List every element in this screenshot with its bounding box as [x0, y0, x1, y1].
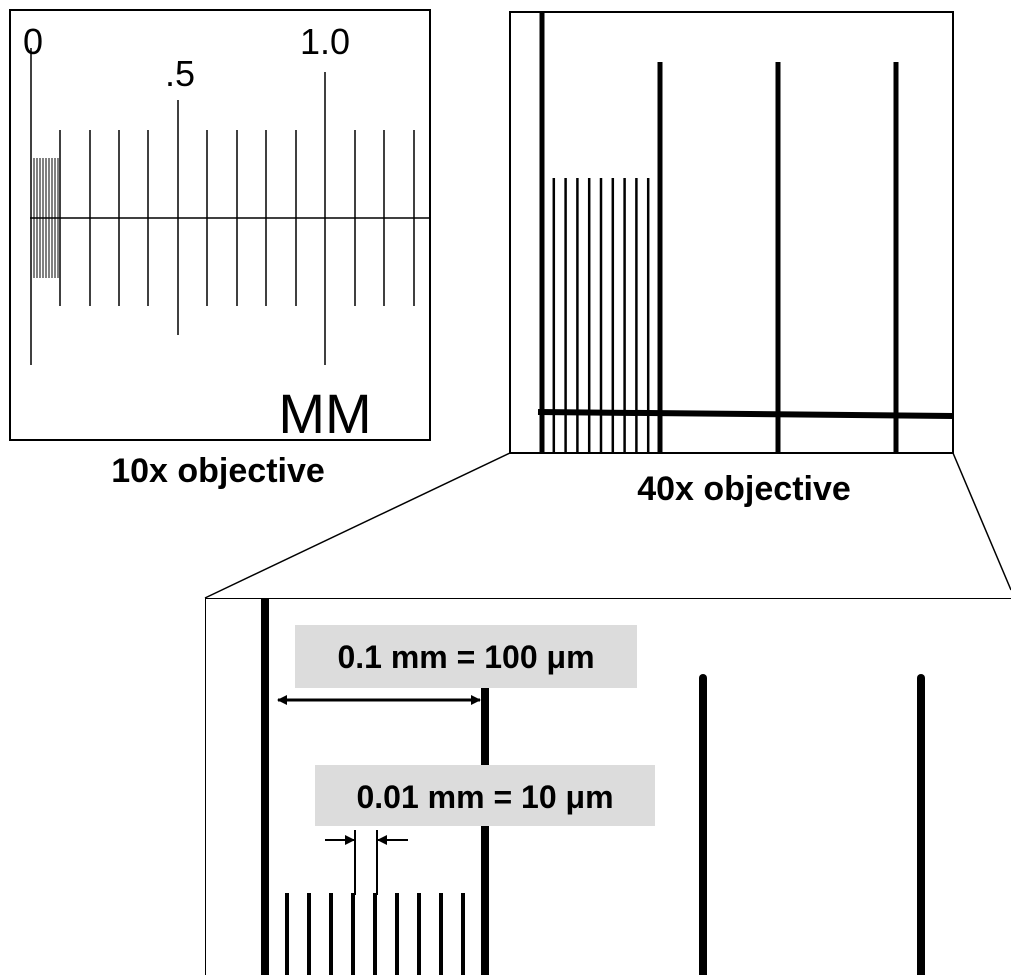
panel-10x: 0 .5 1.0 MM [10, 10, 430, 445]
annotation: 0.01 mm = 10 μm [356, 779, 613, 815]
scale-label: .5 [165, 53, 195, 94]
annotation: 0.1 mm = 100 μm [337, 639, 594, 675]
figure: 0 .5 1.0 MM 10x objective 40x objective … [0, 0, 1011, 975]
panel-40x [510, 12, 953, 453]
zoom-connector [953, 453, 1011, 590]
caption: 10x objective [111, 452, 325, 490]
unit-label: MM [278, 382, 371, 445]
panel-frame [10, 10, 430, 440]
scale-label: 1.0 [300, 21, 350, 62]
caption: 40x objective [637, 470, 851, 508]
scale-label: 0 [23, 21, 43, 62]
